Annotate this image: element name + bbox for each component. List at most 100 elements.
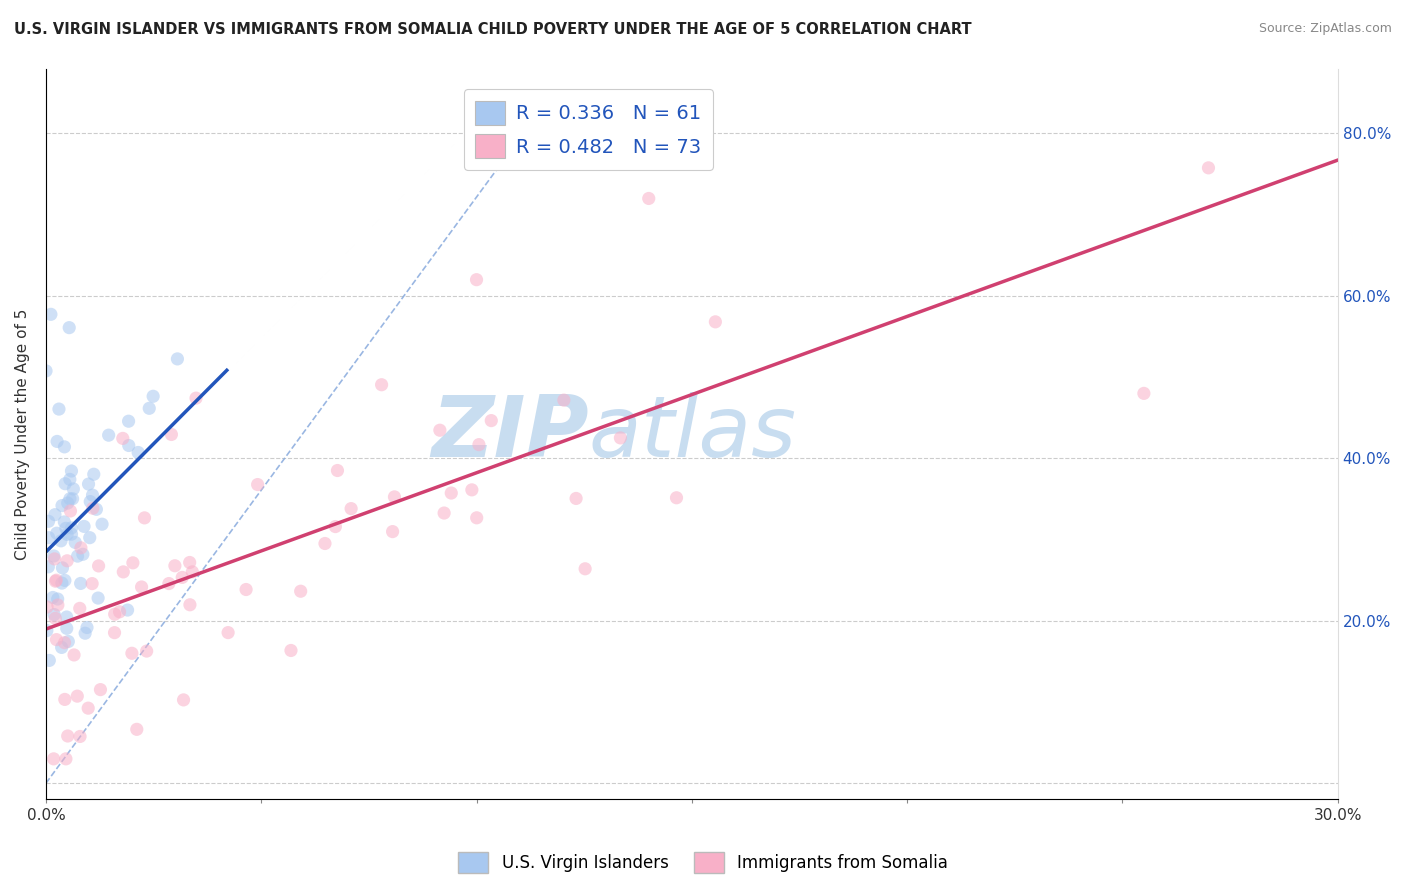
Point <box>290 584 312 599</box>
Point <box>38 514 60 528</box>
Point <box>1198 161 1220 175</box>
Point <box>86 502 108 516</box>
Point <box>60 521 83 535</box>
Point <box>97 428 120 442</box>
Point <box>117 603 139 617</box>
Point <box>37 559 59 574</box>
Point <box>314 536 336 550</box>
Point <box>60 527 83 541</box>
Point <box>235 582 257 597</box>
Point <box>56 527 79 541</box>
Point <box>35 364 58 378</box>
Point <box>59 491 82 506</box>
Point <box>157 576 180 591</box>
Point <box>135 644 157 658</box>
Point <box>440 486 463 500</box>
Point <box>49 533 72 548</box>
Point <box>70 541 93 555</box>
Point <box>429 423 451 437</box>
Point <box>87 591 110 605</box>
Point <box>118 438 141 452</box>
Point <box>665 491 688 505</box>
Text: atlas: atlas <box>589 392 796 475</box>
Point <box>39 307 62 321</box>
Point <box>66 549 89 563</box>
Point <box>60 464 83 478</box>
Point <box>45 632 67 647</box>
Point <box>58 320 80 334</box>
Point <box>45 573 67 587</box>
Point <box>246 477 269 491</box>
Point <box>48 402 70 417</box>
Point <box>166 351 188 366</box>
Point <box>55 521 77 535</box>
Point <box>51 640 73 655</box>
Point <box>53 515 76 529</box>
Point <box>172 570 194 584</box>
Point <box>131 580 153 594</box>
Point <box>468 437 491 451</box>
Point <box>1133 386 1156 401</box>
Point <box>138 401 160 416</box>
Point <box>45 526 67 541</box>
Point <box>87 558 110 573</box>
Point <box>51 561 73 575</box>
Point <box>89 682 111 697</box>
Point <box>53 635 76 649</box>
Point <box>181 565 204 579</box>
Point <box>72 547 94 561</box>
Point <box>217 625 239 640</box>
Point <box>75 626 97 640</box>
Point <box>62 482 84 496</box>
Point <box>42 591 65 605</box>
Point <box>82 488 104 502</box>
Text: ZIP: ZIP <box>430 392 589 475</box>
Point <box>44 574 66 589</box>
Point <box>42 752 65 766</box>
Point <box>465 273 488 287</box>
Point <box>46 598 69 612</box>
Point <box>44 552 66 566</box>
Point <box>35 624 58 638</box>
Point <box>82 501 104 516</box>
Point <box>163 558 186 573</box>
Point <box>108 605 131 619</box>
Point <box>117 414 139 428</box>
Point <box>55 621 77 635</box>
Point <box>38 531 60 545</box>
Point <box>704 315 727 329</box>
Point <box>65 535 87 549</box>
Point <box>574 562 596 576</box>
Point <box>111 431 134 445</box>
Point <box>53 692 76 706</box>
Point <box>51 576 73 591</box>
Point <box>69 576 91 591</box>
Point <box>63 648 86 662</box>
Point <box>44 607 66 622</box>
Point <box>83 467 105 482</box>
Point <box>384 490 406 504</box>
Point <box>125 723 148 737</box>
Point <box>62 491 84 506</box>
Point <box>35 599 58 614</box>
Point <box>479 414 502 428</box>
Point <box>104 607 127 622</box>
Point <box>56 554 79 568</box>
Point <box>59 504 82 518</box>
Point <box>44 508 66 522</box>
Point <box>122 556 145 570</box>
Point <box>184 391 207 405</box>
Text: Source: ZipAtlas.com: Source: ZipAtlas.com <box>1258 22 1392 36</box>
Text: U.S. VIRGIN ISLANDER VS IMMIGRANTS FROM SOMALIA CHILD POVERTY UNDER THE AGE OF 5: U.S. VIRGIN ISLANDER VS IMMIGRANTS FROM … <box>14 22 972 37</box>
Point <box>76 620 98 634</box>
Legend: R = 0.336   N = 61, R = 0.482   N = 73: R = 0.336 N = 61, R = 0.482 N = 73 <box>464 89 713 169</box>
Point <box>179 598 201 612</box>
Point <box>103 625 125 640</box>
Point <box>46 434 69 449</box>
Point <box>69 601 91 615</box>
Point <box>142 389 165 403</box>
Point <box>59 472 82 486</box>
Point <box>56 496 79 510</box>
Point <box>55 752 77 766</box>
Point <box>53 574 76 588</box>
